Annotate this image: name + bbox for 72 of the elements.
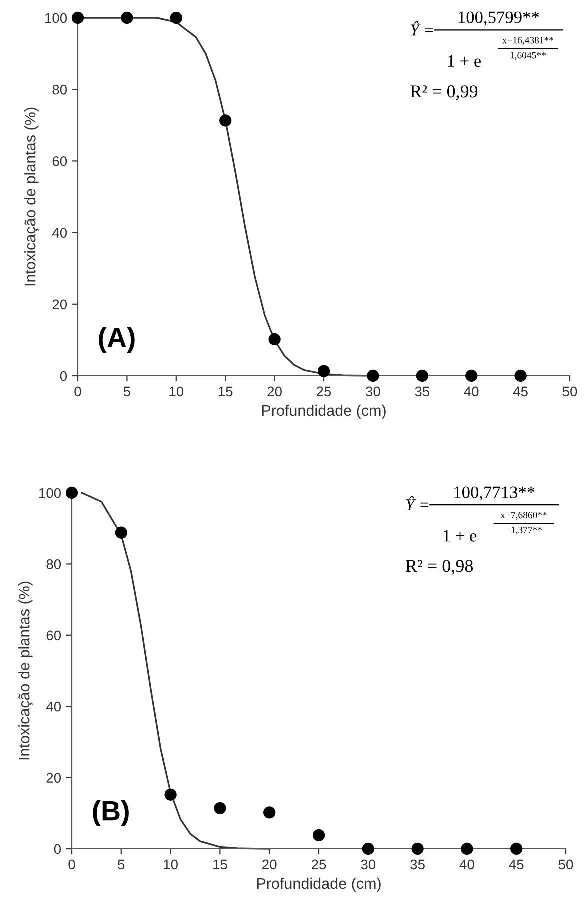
point [115,526,128,539]
point [466,370,478,382]
annotation: 100,5799** [458,12,540,26]
y-tick-label: 20 [52,300,68,310]
x-axis-title: Profundidade (cm) [257,878,381,892]
point [72,12,84,24]
y-tick-label: 80 [46,560,62,570]
x-tick-label: 25 [312,860,326,870]
point [264,806,276,819]
point [510,842,523,856]
y-tick-label: 40 [46,702,62,712]
annotation: −1,377** [506,526,542,535]
x-tick-label: 35 [415,386,430,397]
y-tick-label: 0 [54,844,62,854]
x-tick-label: 45 [509,860,524,870]
point [121,12,134,24]
point [416,370,428,382]
x-tick-label: 50 [562,386,578,397]
x-tick-label: 15 [218,386,233,397]
x-tick-label: 20 [268,386,282,397]
point [268,333,281,346]
y-tick-label: 60 [46,630,62,641]
y-tick-label: 100 [45,13,68,24]
annotation: Ŷ = [411,21,434,36]
point [362,842,374,856]
x-tick-label: 15 [214,860,228,870]
annotation: (B) [93,800,129,826]
annotation: 100,7713** [454,486,535,501]
y-tick-label: 100 [39,488,62,498]
annotation: Ŷ = [406,496,429,511]
point [514,370,527,382]
y-tick-label: 80 [52,84,68,95]
x-tick-label: 0 [74,386,82,397]
y-axis-title: Intoxicação de plantas (%) [18,582,33,760]
annotation: 1 + e [448,55,482,68]
point [220,114,232,127]
point [367,370,380,382]
x-axis-title: Profundidade (cm) [262,404,386,420]
y-axis-title: Intoxicação de plantas (%) [24,108,39,286]
point [461,842,474,856]
annotation: 1 + e [444,530,477,542]
x-tick-label: 35 [410,860,425,870]
point [318,365,330,378]
annotation: (A) [99,327,135,354]
x-tick-label: 40 [460,860,474,870]
x-tick-label: 10 [164,860,178,870]
annotation: 1,6045** [510,52,546,60]
y-tick-label: 40 [52,228,68,238]
y-tick-label: 0 [60,371,68,382]
x-tick-label: 20 [262,860,277,870]
x-tick-label: 10 [170,386,184,397]
x-tick-label: 25 [316,386,332,397]
x-tick-label: 0 [68,860,76,870]
y-tick-label: 20 [46,773,62,783]
x-tick-label: 30 [361,860,376,870]
x-tick-label: 30 [366,386,380,397]
point [412,842,424,856]
point [214,802,226,814]
annotation: R² = 0,99 [410,86,478,100]
x-tick-label: 40 [464,386,479,397]
annotation: x−16,4381** [502,37,554,46]
y-tick-label: 60 [52,156,68,166]
x-tick-label: 50 [558,860,574,870]
annotation: x−7,6860** [500,512,547,520]
annotation: R² = 0,98 [406,560,474,575]
point [170,12,182,24]
point [312,829,326,842]
point [66,486,78,500]
point [164,788,177,801]
x-tick-label: 45 [513,386,528,397]
x-tick-label: 5 [118,860,125,870]
x-tick-label: 5 [124,386,130,397]
